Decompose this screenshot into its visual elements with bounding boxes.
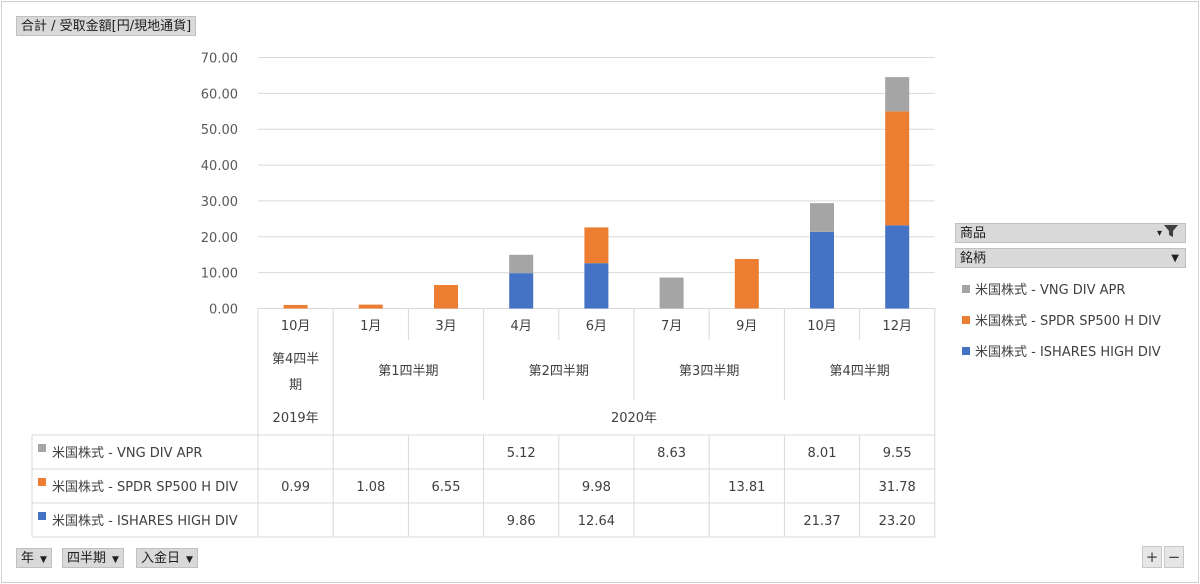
bar-segment xyxy=(509,273,534,309)
year-field-button[interactable]: 年 ▼ xyxy=(16,548,52,568)
bar-segment xyxy=(885,225,910,309)
minus-icon: − xyxy=(1167,548,1181,566)
y-tick-label: 0.00 xyxy=(209,303,238,318)
value-field-label: 合計 / 受取金額[円/現地通貨] xyxy=(21,19,192,34)
value-field-button[interactable]: 合計 / 受取金額[円/現地通貨] xyxy=(16,16,197,36)
bar-segment xyxy=(358,304,383,309)
chevron-down-icon: ▼ xyxy=(112,555,119,565)
table-legend-key xyxy=(38,444,46,452)
data-label: 9.55 xyxy=(883,446,912,461)
y-tick-label: 60.00 xyxy=(201,87,238,102)
year-label: 2020年 xyxy=(611,411,657,426)
y-tick-label: 70.00 xyxy=(201,52,238,67)
table-row-label: 米国株式 - ISHARES HIGH DIV xyxy=(52,514,238,529)
product-field-label: 商品 xyxy=(960,226,987,241)
data-label: 12.64 xyxy=(578,514,615,529)
bar-segment xyxy=(509,254,534,274)
legend-label: 米国株式 - SPDR SP500 H DIV xyxy=(975,314,1161,329)
quarter-label: 第2四半期 xyxy=(529,364,589,379)
quarter-label-wrap: 期 xyxy=(289,378,302,393)
bar-segment xyxy=(885,111,910,226)
data-label: 8.01 xyxy=(808,446,837,461)
legend-label: 米国株式 - VNG DIV APR xyxy=(975,283,1126,298)
data-label: 23.20 xyxy=(879,514,916,529)
table-legend-key xyxy=(38,512,46,520)
y-tick-label: 50.00 xyxy=(201,123,238,138)
x-tick-label: 6月 xyxy=(586,319,607,334)
data-label: 31.78 xyxy=(879,480,916,495)
chevron-down-icon[interactable]: ▼ xyxy=(1171,253,1179,264)
x-tick-label: 10月 xyxy=(807,319,837,334)
legend-item-ishares[interactable]: 米国株式 - ISHARES HIGH DIV xyxy=(962,341,1161,360)
bar-segment xyxy=(734,258,759,309)
date-field-label: 入金日 xyxy=(141,551,181,566)
y-tick-label: 10.00 xyxy=(201,267,238,282)
ticker-field-button[interactable]: 銘柄 ▼ xyxy=(955,248,1186,268)
y-tick-label: 40.00 xyxy=(201,159,238,174)
bar-segment xyxy=(810,231,834,309)
y-tick-label: 30.00 xyxy=(201,195,238,210)
chevron-down-icon: ▼ xyxy=(186,555,193,565)
data-label: 6.55 xyxy=(432,480,461,495)
bar-segment xyxy=(885,77,910,112)
table-legend-key xyxy=(38,478,46,486)
data-label: 0.99 xyxy=(281,480,310,495)
x-tick-label: 12月 xyxy=(882,319,912,334)
bar-segment xyxy=(659,277,684,309)
quarter-field-button[interactable]: 四半期 ▼ xyxy=(62,548,124,568)
bar-segment xyxy=(434,285,458,309)
zoom-in-button[interactable]: + xyxy=(1142,546,1162,568)
product-field-button[interactable]: 商品 ▾ xyxy=(955,223,1186,243)
x-tick-label: 10月 xyxy=(281,319,311,334)
year-field-label: 年 xyxy=(21,551,35,566)
legend-swatch xyxy=(962,347,970,355)
quarter-label: 第4四半 xyxy=(272,352,319,367)
plus-icon: + xyxy=(1145,548,1159,566)
zoom-out-button[interactable]: − xyxy=(1164,546,1184,568)
legend-swatch xyxy=(962,285,970,293)
bar-segment xyxy=(584,263,609,309)
data-label: 21.37 xyxy=(803,514,840,529)
data-label: 1.08 xyxy=(356,480,385,495)
x-tick-label: 9月 xyxy=(736,319,757,334)
bar-segment xyxy=(584,227,609,264)
x-tick-label: 3月 xyxy=(435,319,456,334)
year-label: 2019年 xyxy=(273,411,319,426)
data-label: 13.81 xyxy=(728,480,765,495)
x-tick-label: 1月 xyxy=(360,319,381,334)
x-tick-label: 7月 xyxy=(661,319,682,334)
quarter-label: 第3四半期 xyxy=(679,364,739,379)
table-row-label: 米国株式 - SPDR SP500 H DIV xyxy=(52,480,238,495)
bar-segment xyxy=(810,203,834,232)
data-label: 9.86 xyxy=(507,514,536,529)
data-label: 9.98 xyxy=(582,480,611,495)
bar-segment xyxy=(283,304,308,309)
legend-item-vng[interactable]: 米国株式 - VNG DIV APR xyxy=(962,279,1125,298)
quarter-label: 第4四半期 xyxy=(829,364,889,379)
filter-icon[interactable]: ▾ xyxy=(1157,224,1179,244)
y-tick-label: 20.00 xyxy=(201,231,238,246)
table-row-label: 米国株式 - VNG DIV APR xyxy=(52,446,202,461)
chevron-down-icon: ▼ xyxy=(40,555,47,565)
quarter-field-label: 四半期 xyxy=(67,551,107,566)
legend-swatch xyxy=(962,316,970,324)
x-tick-label: 4月 xyxy=(511,319,532,334)
quarter-label: 第1四半期 xyxy=(378,364,438,379)
legend-label: 米国株式 - ISHARES HIGH DIV xyxy=(975,345,1161,360)
data-label: 5.12 xyxy=(507,446,536,461)
data-label: 8.63 xyxy=(657,446,686,461)
date-field-button[interactable]: 入金日 ▼ xyxy=(136,548,198,568)
ticker-field-label: 銘柄 xyxy=(960,251,987,266)
legend-item-spdr[interactable]: 米国株式 - SPDR SP500 H DIV xyxy=(962,310,1161,329)
